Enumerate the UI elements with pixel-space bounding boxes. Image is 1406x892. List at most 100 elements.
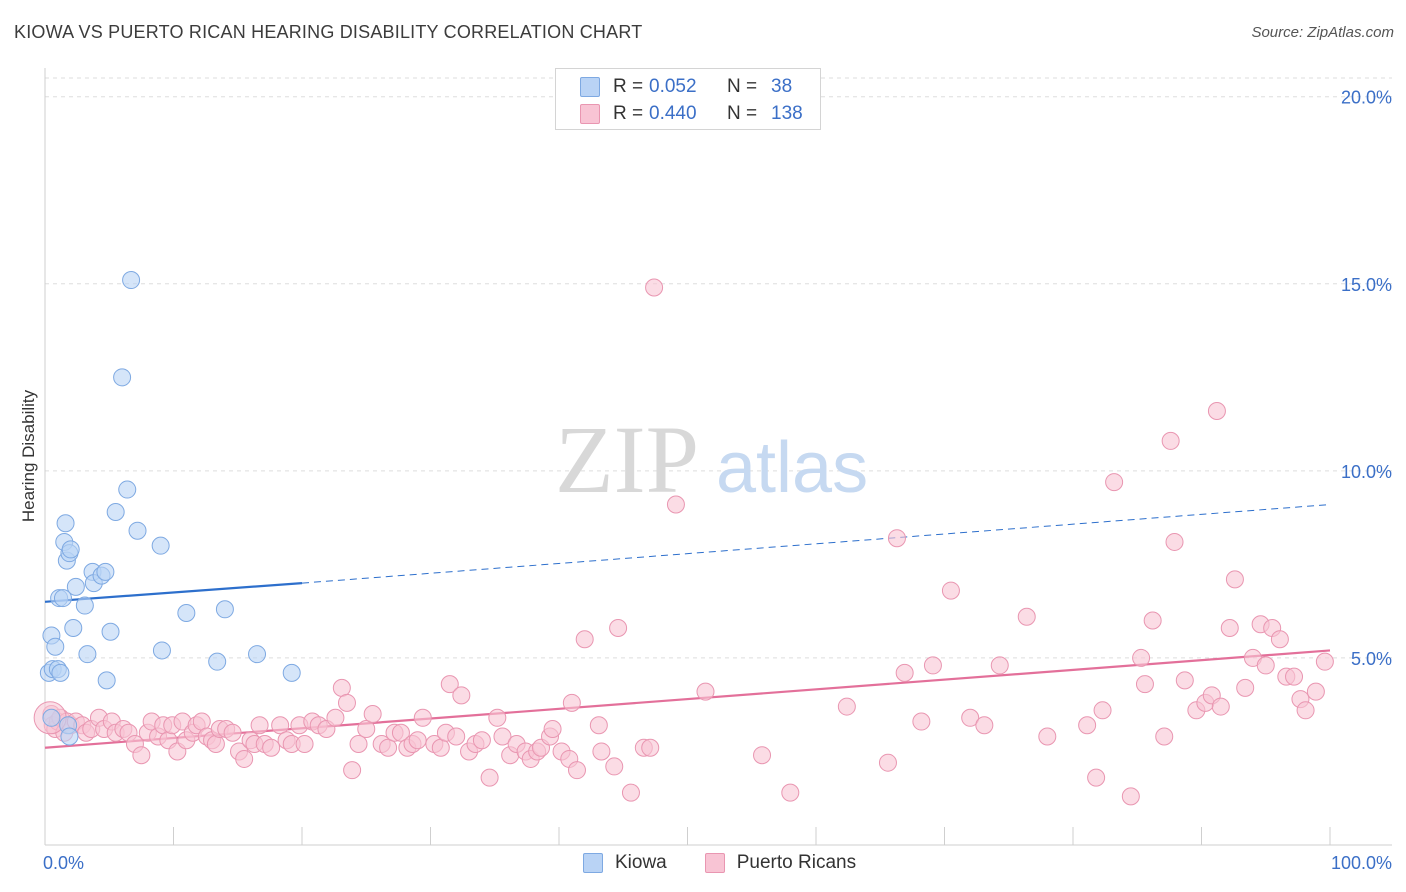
puerto-rican-point — [666, 495, 685, 514]
puerto-rican-point — [1135, 675, 1154, 694]
kiowa-point — [101, 622, 120, 641]
puerto-rican-point — [1165, 532, 1184, 551]
puerto-rican-point — [262, 738, 281, 757]
puerto-rican-point — [447, 727, 466, 746]
puerto-rican-point — [990, 656, 1009, 675]
kiowa-trend-extension — [301, 504, 1331, 584]
puerto-rican-point — [1225, 570, 1244, 589]
trend-lines — [44, 504, 1331, 749]
kiowa-point — [78, 645, 97, 664]
puerto-rican-point — [488, 708, 507, 727]
puerto-rican-point — [1285, 667, 1304, 686]
kiowa-point — [60, 727, 79, 746]
puerto-rican-point — [408, 731, 427, 750]
data-points — [33, 271, 1334, 806]
puerto-rican-point — [592, 742, 611, 761]
legend-item-puerto-ricans: Puerto Ricans — [704, 852, 857, 874]
puerto-rican-point — [1121, 787, 1140, 806]
puerto-rican-point — [1256, 656, 1275, 675]
kiowa-point — [97, 671, 116, 690]
kiowa-point — [106, 503, 125, 522]
puerto-rican-point — [1207, 401, 1226, 420]
puerto-rican-point — [941, 581, 960, 600]
legend-pr-label: Puerto Ricans — [736, 852, 857, 873]
puerto-rican-point — [621, 783, 640, 802]
puerto-rican-point — [1220, 618, 1239, 637]
puerto-rican-point — [887, 529, 906, 548]
kiowa-point — [128, 521, 147, 540]
puerto-rican-point — [923, 656, 942, 675]
correlation-legend: R = 0.052 N = 38 R = 0.440 N = 138 — [555, 68, 821, 130]
puerto-rican-point — [878, 753, 897, 772]
puerto-rican-point — [391, 723, 410, 742]
puerto-rican-point — [543, 720, 562, 739]
puerto-rican-point — [696, 682, 715, 701]
puerto-rican-point — [781, 783, 800, 802]
puerto-rican-point — [326, 708, 345, 727]
kiowa-point — [42, 708, 61, 727]
kiowa-point — [282, 663, 301, 682]
puerto-rican-point — [413, 708, 432, 727]
kiowa-point — [248, 645, 267, 664]
puerto-rican-point — [343, 761, 362, 780]
puerto-rican-point — [575, 630, 594, 649]
pr-r-value: 0.440 — [649, 103, 697, 124]
puerto-rican-point — [837, 697, 856, 716]
kiowa-n-value: 38 — [771, 76, 793, 97]
kiowa-point — [61, 540, 80, 559]
puerto-rican-point — [192, 712, 211, 731]
puerto-rican-point — [295, 734, 314, 753]
kiowa-point — [96, 562, 115, 581]
puerto-rican-point — [1093, 701, 1112, 720]
puerto-rican-point — [493, 727, 512, 746]
legend-pr-swatch — [704, 853, 725, 873]
y-axis-label: Hearing Disability — [19, 389, 38, 523]
puerto-rican-point — [1143, 611, 1162, 630]
puerto-rican-point — [641, 738, 660, 757]
puerto-rican-point — [440, 675, 459, 694]
kiowa-n-label: N = — [727, 76, 758, 97]
puerto-rican-point — [753, 746, 772, 765]
puerto-rican-point — [349, 734, 368, 753]
kiowa-point — [152, 641, 171, 660]
grid-lines — [45, 77, 1392, 659]
tick-labels: 5.0% 10.0% 15.0% 20.0% 0.0% 100.0% — [43, 88, 1392, 873]
puerto-rican-point — [1270, 630, 1289, 649]
puerto-rican-point — [452, 686, 471, 705]
puerto-rican-point — [337, 693, 356, 712]
puerto-rican-point — [589, 716, 608, 735]
legend-row-kiowa: R = 0.052 N = 38 — [580, 75, 792, 99]
puerto-rican-point — [363, 705, 382, 724]
puerto-rican-point — [1017, 607, 1036, 626]
puerto-rican-point — [431, 738, 450, 757]
puerto-rican-point — [1161, 431, 1180, 450]
legend-row-puerto-ricans: R = 0.440 N = 138 — [580, 102, 803, 126]
y-tick-label: 10.0% — [1341, 462, 1392, 482]
watermark-atlas: atlas — [716, 428, 868, 508]
kiowa-point — [46, 637, 65, 656]
puerto-rican-point — [1296, 701, 1315, 720]
series-legend: Kiowa Puerto Ricans — [583, 852, 894, 874]
kiowa-point — [75, 596, 94, 615]
y-tick-label: 20.0% — [1341, 88, 1392, 108]
puerto-rican-point — [1038, 727, 1057, 746]
watermark: ZIP atlas — [555, 406, 868, 513]
kiowa-swatch — [580, 77, 600, 97]
y-tick-label: 5.0% — [1351, 649, 1392, 669]
puerto-rican-point — [961, 708, 980, 727]
kiowa-point — [151, 536, 170, 555]
puerto-rican-point — [235, 749, 254, 768]
puerto-rican-point — [250, 716, 269, 735]
source-label: Source: ZipAtlas.com — [1251, 24, 1394, 41]
pr-swatch — [580, 104, 600, 124]
puerto-rican-point — [1078, 716, 1097, 735]
kiowa-r-value: 0.052 — [649, 76, 697, 97]
puerto-rican-point — [1087, 768, 1106, 787]
chart-title: KIOWA VS PUERTO RICAN HEARING DISABILITY… — [14, 22, 643, 42]
puerto-rican-point — [1315, 652, 1334, 671]
puerto-rican-point — [1306, 682, 1325, 701]
puerto-rican-point — [132, 746, 151, 765]
puerto-rican-point — [562, 693, 581, 712]
legend-item-kiowa: Kiowa — [583, 852, 667, 874]
kiowa-r-label: R = — [613, 76, 644, 97]
